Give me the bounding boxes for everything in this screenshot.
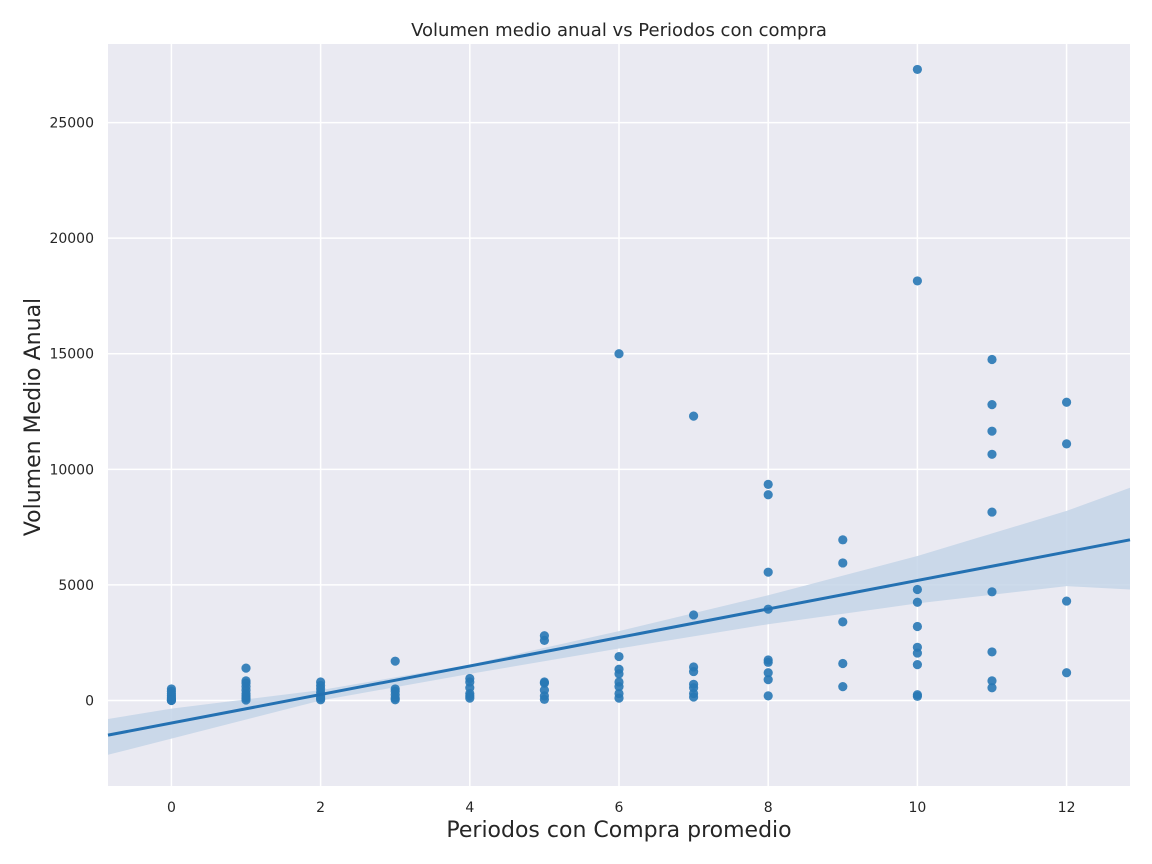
regression-line <box>107 538 1131 737</box>
data-point <box>1061 397 1072 407</box>
data-point <box>614 669 624 679</box>
x-axis-label: Periodos con Compra promedio <box>446 818 791 843</box>
scatter-points <box>166 64 1072 706</box>
data-point <box>688 411 699 421</box>
data-point <box>614 693 624 703</box>
data-point <box>539 678 550 688</box>
data-point <box>763 567 773 577</box>
data-point <box>838 658 848 669</box>
data-point <box>1061 668 1072 678</box>
data-point <box>316 695 326 705</box>
data-point <box>1061 439 1072 449</box>
data-point <box>987 449 997 459</box>
data-point <box>763 490 773 500</box>
data-point <box>987 676 997 686</box>
data-point <box>763 657 773 667</box>
data-point <box>166 695 177 706</box>
x-tick-label: 8 <box>764 800 773 816</box>
data-point <box>539 694 550 704</box>
data-point <box>912 276 922 286</box>
data-point <box>539 635 550 645</box>
data-point <box>390 695 400 705</box>
data-point <box>614 349 624 359</box>
y-tick-label: 10000 <box>49 462 94 478</box>
x-tick-label: 4 <box>465 800 474 816</box>
data-point <box>987 354 997 365</box>
data-point <box>838 535 848 545</box>
x-tick-label: 10 <box>908 800 926 816</box>
x-tick-label: 6 <box>615 800 624 816</box>
data-point <box>1061 596 1072 606</box>
data-point <box>987 507 997 517</box>
data-point <box>987 587 997 597</box>
data-point <box>987 647 997 657</box>
data-point <box>763 668 773 678</box>
data-point <box>763 675 773 685</box>
y-tick-label: 25000 <box>49 116 94 132</box>
data-point <box>614 651 624 662</box>
x-tick-label: 2 <box>316 800 325 816</box>
data-point <box>987 683 997 693</box>
data-point <box>987 426 997 436</box>
data-point <box>838 617 848 627</box>
y-tick-label: 20000 <box>49 231 94 247</box>
data-point <box>912 691 922 701</box>
data-point <box>763 691 773 701</box>
x-tick-label: 12 <box>1058 800 1076 816</box>
y-tick-labels: 0 5000 10000 15000 20000 25000 <box>49 116 94 710</box>
data-point <box>763 479 773 489</box>
data-point <box>912 597 922 607</box>
data-point <box>241 695 251 705</box>
data-point <box>614 682 624 692</box>
data-point <box>838 682 848 692</box>
data-point <box>688 666 699 677</box>
data-point <box>912 648 922 658</box>
data-point <box>688 692 699 702</box>
y-tick-label: 5000 <box>58 578 94 594</box>
data-point <box>688 610 699 620</box>
chart-title: Volumen medio anual vs Periodos con comp… <box>411 20 827 41</box>
data-point <box>912 64 922 75</box>
data-point <box>912 660 922 670</box>
y-tick-label: 15000 <box>49 347 94 363</box>
data-point <box>241 663 251 673</box>
data-point <box>912 584 922 595</box>
data-point <box>987 399 997 410</box>
confidence-band <box>108 487 1130 755</box>
data-point <box>912 621 922 632</box>
data-point <box>838 558 848 568</box>
x-tick-label: 0 <box>167 800 176 816</box>
x-tick-labels: 0 2 4 6 8 10 12 <box>167 800 1076 816</box>
y-tick-label: 0 <box>85 693 94 709</box>
data-point <box>390 656 400 666</box>
data-point <box>465 693 475 703</box>
y-axis-label: Volumen Medio Anual <box>21 298 46 536</box>
